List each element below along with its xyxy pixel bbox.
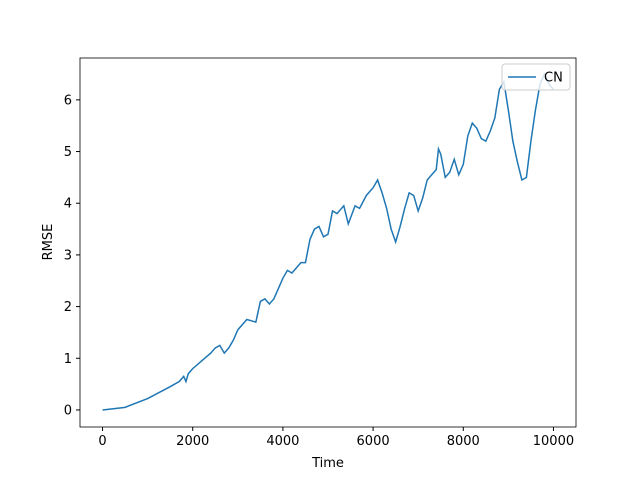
y-tick-label: 3	[64, 248, 72, 263]
legend-label: CN	[544, 71, 563, 86]
y-tick-label: 1	[64, 352, 72, 367]
x-tick-label: 10000	[533, 434, 574, 449]
x-tick-label: 2000	[176, 434, 209, 449]
x-tick-label: 0	[98, 434, 106, 449]
x-tick-label: 8000	[447, 434, 480, 449]
plot-frame	[79, 57, 577, 428]
line	[102, 72, 555, 411]
y-tick-label: 4	[64, 197, 72, 212]
x-tick-label: 6000	[357, 434, 390, 449]
y-tick-label: 6	[64, 93, 72, 108]
y-tick-label: 2	[64, 300, 72, 315]
x-axis-label: Time	[311, 456, 344, 471]
x-tick-label: 4000	[266, 434, 299, 449]
y-tick-label: 0	[64, 403, 72, 418]
y-axis-label: RMSE	[41, 224, 56, 261]
y-tick-label: 5	[64, 145, 72, 160]
